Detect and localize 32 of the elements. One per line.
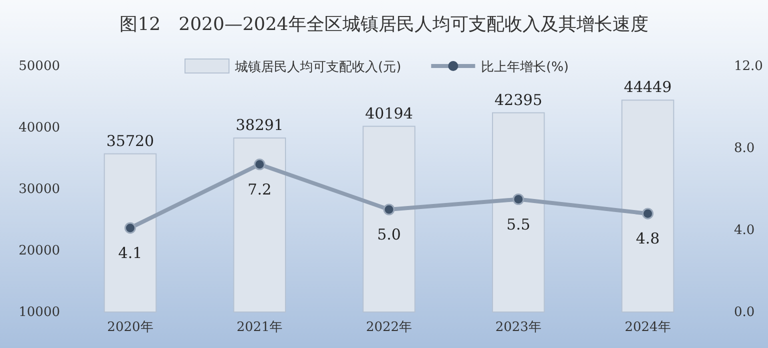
x-tick-label: 2023年 xyxy=(495,320,542,336)
data-label: 5.5 xyxy=(506,215,530,234)
point xyxy=(254,158,266,170)
y-tick-label: 20000 xyxy=(18,244,60,259)
y-tick-label: 10000 xyxy=(18,305,60,320)
y-tick-label: 40000 xyxy=(18,120,60,136)
legend-label: 比上年增长(%) xyxy=(481,60,569,75)
y2-tick-label: 8.0 xyxy=(734,141,755,156)
y2-tick-label: 12.0 xyxy=(734,59,763,74)
data-label: 4.1 xyxy=(118,244,142,262)
point xyxy=(512,194,524,205)
y-tick-label: 30000 xyxy=(18,182,60,198)
point xyxy=(642,208,654,220)
y2-tick-label: 4.0 xyxy=(734,223,755,238)
data-label: 42395 xyxy=(494,90,542,109)
point xyxy=(124,222,136,234)
x-tick-label: 2020年 xyxy=(107,320,154,336)
chart-title: 图12 2020—2024年全区城镇居民人均可支配收入及其增长速度 xyxy=(120,14,648,35)
data-label: 35720 xyxy=(106,132,154,150)
data-label: 5.0 xyxy=(377,226,401,244)
x-tick-label: 2024年 xyxy=(624,320,671,336)
point xyxy=(383,204,395,216)
data-label: 7.2 xyxy=(248,180,272,198)
y-tick-label: 50000 xyxy=(18,59,60,74)
data-label: 38291 xyxy=(236,116,284,134)
x-tick-label: 2021年 xyxy=(236,320,283,336)
y2-tick-label: 0.0 xyxy=(734,305,755,320)
data-label: 4.8 xyxy=(636,230,660,248)
legend-label: 城镇居民人均可支配收入(元) xyxy=(234,60,402,75)
data-label: 40194 xyxy=(365,104,413,122)
x-tick-label: 2022年 xyxy=(366,320,412,336)
data-label: 44449 xyxy=(624,78,672,96)
